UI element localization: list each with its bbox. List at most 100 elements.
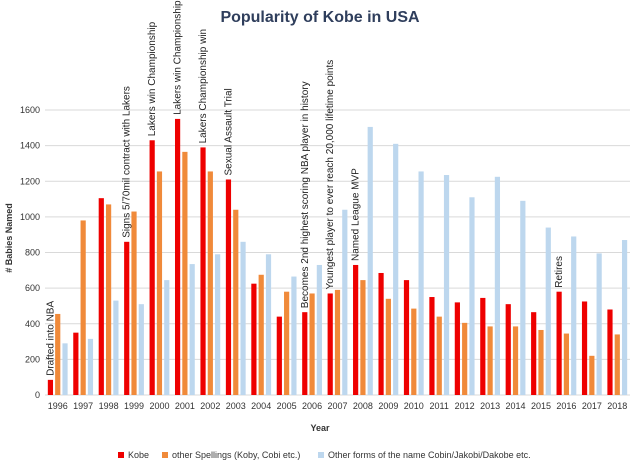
x-tick-label: 2004 [251, 401, 271, 411]
x-tick-label: 1997 [73, 401, 93, 411]
annotation-label: Youngest player to ever reach 20,000 lif… [325, 60, 336, 290]
x-tick-label: 1996 [48, 401, 68, 411]
bar [563, 333, 570, 395]
annotation-label: Becomes 2nd highest scoring NBA player i… [300, 81, 311, 308]
y-tick-label: 200 [25, 354, 40, 364]
bar [258, 274, 264, 395]
x-tick-label: 2008 [353, 401, 373, 411]
bar [87, 338, 94, 395]
bar [156, 171, 163, 395]
bar [512, 326, 519, 395]
bar [164, 280, 170, 395]
bar [291, 276, 297, 395]
bar [200, 147, 206, 395]
bar [233, 209, 239, 395]
bar [207, 171, 213, 395]
legend-swatch [118, 452, 124, 458]
bar [403, 280, 410, 395]
x-tick-label: 2007 [327, 401, 347, 411]
x-tick-label: 2009 [378, 401, 398, 411]
series-1 [55, 151, 620, 396]
x-tick-label: 2002 [200, 401, 220, 411]
y-tick-label: 1600 [20, 105, 40, 115]
bar [385, 298, 391, 395]
x-tick-label: 1998 [99, 401, 119, 411]
bar [302, 312, 308, 395]
y-tick-label: 800 [25, 248, 40, 258]
bar [614, 334, 620, 395]
bar [62, 343, 68, 395]
bar [124, 241, 130, 395]
bar [436, 316, 442, 396]
bar [454, 302, 460, 396]
x-axis-ticks: 1996 1997 1998 1999 2000 2001 2002 2003 2004 2005… [48, 401, 628, 411]
bar [411, 308, 417, 395]
bar [469, 197, 475, 395]
bar [131, 211, 137, 395]
annotation-label: Lakers Championship win [198, 29, 209, 144]
series-0 [47, 118, 613, 396]
y-tick-label: 1200 [20, 176, 40, 186]
y-axis-ticks: 0 200 400 600 800 1000 1200 1400 1600 [20, 105, 40, 400]
y-axis-label: # Babies Named [4, 203, 14, 273]
bar [55, 313, 61, 395]
bar [429, 297, 435, 395]
x-axis-label: Year [310, 423, 330, 433]
annotation-label: Named League MVP [351, 168, 362, 261]
x-tick-label: 2015 [531, 401, 551, 411]
bar [494, 176, 501, 395]
annotation-label: Lakers win Championship [173, 0, 184, 115]
annotations: Drafted into NBA Signs 5/70mil contract w… [45, 0, 565, 376]
bar [443, 175, 450, 395]
x-tick-label: 2012 [455, 401, 475, 411]
x-tick-label: 2014 [506, 401, 526, 411]
y-tick-label: 1400 [20, 141, 40, 151]
annotation-label: Drafted into NBA [45, 301, 56, 376]
bar [316, 264, 322, 395]
x-tick-label: 2000 [149, 401, 169, 411]
x-tick-label: 1999 [124, 401, 144, 411]
bar [182, 151, 188, 395]
bar [487, 326, 493, 395]
bar [149, 140, 155, 395]
x-tick-label: 2011 [430, 401, 449, 411]
x-tick-label: 2018 [607, 401, 627, 411]
bar [138, 304, 144, 395]
bar [607, 309, 613, 395]
bar [418, 171, 424, 395]
bar [538, 329, 544, 395]
x-tick-label: 2016 [556, 401, 576, 411]
y-tick-label: 0 [35, 390, 40, 400]
bar [589, 355, 595, 395]
bar [462, 322, 468, 395]
bar [284, 291, 290, 395]
y-tick-label: 600 [25, 283, 40, 293]
bar [189, 264, 195, 395]
bar [47, 379, 54, 395]
bar [265, 254, 272, 395]
bar [334, 289, 341, 395]
bar [215, 254, 221, 395]
x-tick-label: 2001 [175, 401, 195, 411]
legend: Kobe other Spellings (Koby, Cobi etc.) Oth… [118, 450, 531, 460]
bar [174, 118, 181, 395]
bar [571, 236, 577, 395]
series-2 [62, 126, 628, 396]
annotation-label: Retires [554, 256, 565, 288]
bar [73, 332, 79, 395]
bar [367, 126, 373, 396]
legend-label: Kobe [128, 450, 149, 460]
bar [596, 253, 602, 395]
x-tick-label: 2013 [480, 401, 500, 411]
bar [113, 300, 119, 395]
bar [225, 179, 232, 395]
x-tick-label: 2006 [302, 401, 322, 411]
y-tick-label: 1000 [20, 212, 40, 222]
x-tick-label: 2017 [582, 401, 602, 411]
bar [327, 293, 333, 395]
legend-swatch [318, 452, 324, 458]
bar [276, 316, 282, 396]
legend-label: other Spellings (Koby, Cobi etc.) [172, 450, 300, 460]
